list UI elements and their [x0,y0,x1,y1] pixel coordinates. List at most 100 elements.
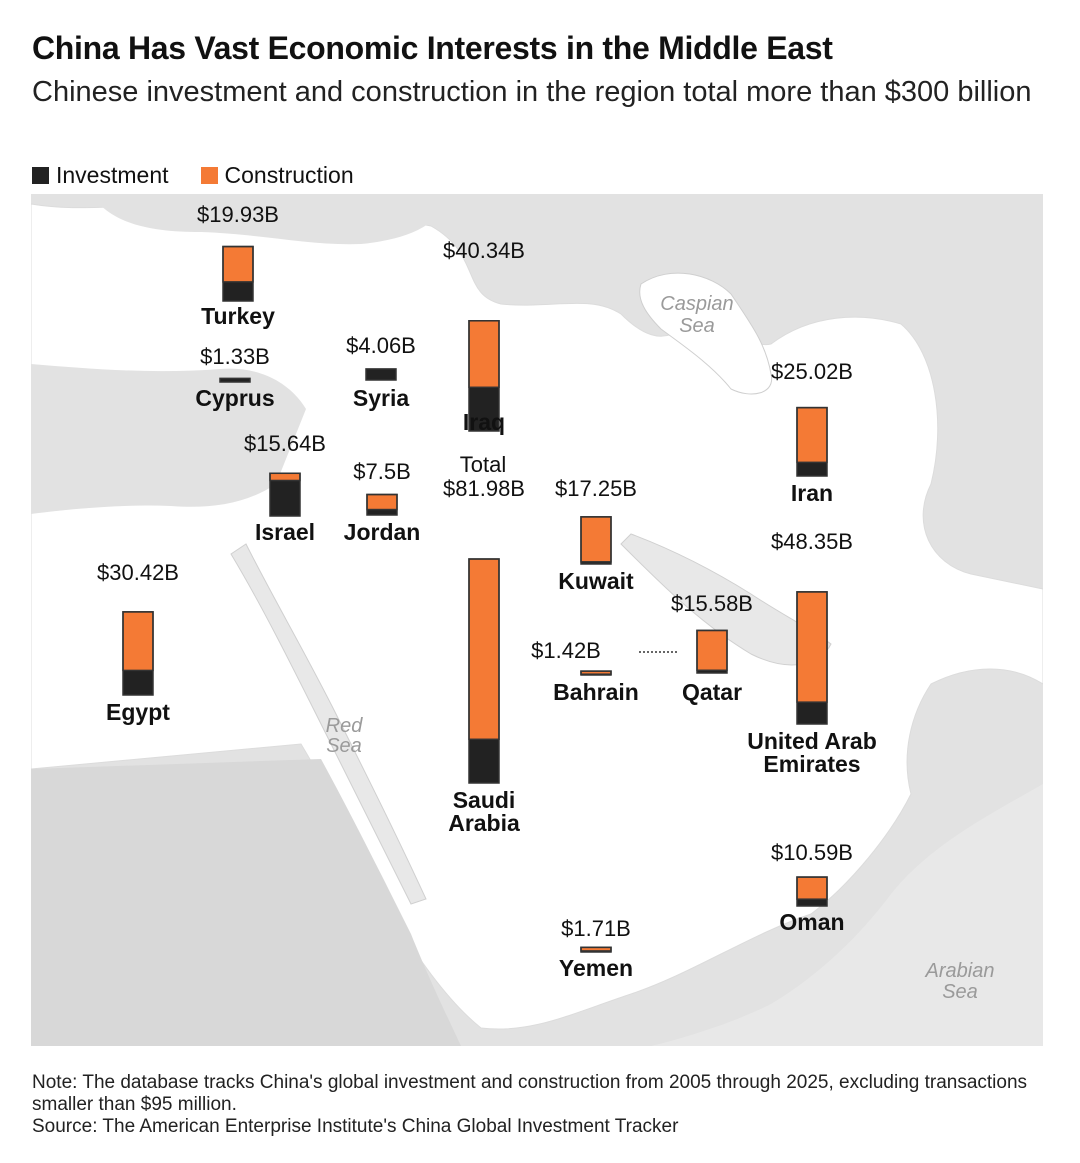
country-label-syria: Syria [353,385,409,411]
map: Caspian Sea Red Sea Arabian Sea $19.93B T… [31,194,1043,1046]
bar-segment-investment-iran [797,462,827,476]
bar-segment-investment-jordan [367,509,397,515]
bar-bahrain: $1.42B Bahrain [531,638,639,705]
bar-outline-jordan [366,493,398,516]
country-label-kuwait: Kuwait [558,568,634,594]
bar-outline-oman [796,876,828,907]
bar-segment-investment-kuwait [581,561,611,564]
bar-iraq: $40.34B Iraq [443,238,525,435]
value-label-oman: $10.59B [771,840,853,865]
red-sea-label-1: Red [326,715,364,737]
value-label-israel: $15.64B [244,431,326,456]
bar-outline-turkey [222,245,254,302]
red-sea [230,543,427,905]
value-label-united-arab-emirates: $48.35B [771,529,853,554]
legend: Investment Construction [32,162,386,189]
country-label-qatar: Qatar [682,679,742,705]
persian-gulf [620,533,832,666]
red-sea-label-2: Sea [326,735,362,757]
bar-segment-construction-saudi-arabia [468,558,500,741]
legend-swatch-investment [32,167,49,184]
bar-outline-yemen [580,946,612,953]
arabian-sea-label-1: Arabian [925,960,995,982]
bar-outline-bahrain [580,670,612,676]
bar-segment-investment-oman [797,899,827,906]
value-label-cyprus: $1.33B [200,344,270,369]
note-text: Note: The database tracks China's global… [32,1072,1028,1115]
country-label-israel: Israel [255,519,315,545]
saudi-total-word: Total [460,452,506,477]
bar-cyprus: $1.33B Cyprus [195,344,274,411]
country-label-turkey: Turkey [201,303,275,329]
bar-iran: $25.02B Iran [771,359,853,506]
bar-outline-kuwait [580,516,612,565]
bar-segment-investment-syria [366,368,396,380]
legend-label-investment: Investment [56,162,169,188]
mediterranean-sea [31,364,306,514]
bar-egypt: $30.42B Egypt [97,560,179,725]
value-label-kuwait: $17.25B [555,476,637,501]
value-label-egypt: $30.42B [97,560,179,585]
country-label-saudi-arabia: Saudi Arabia [448,787,520,836]
bar-jordan: $7.5B Jordan [344,459,421,545]
bar-segment-construction-kuwait [580,516,612,563]
bar-segment-investment-united-arab-emirates [797,702,827,724]
bar-syria: $4.06B Syria [346,333,416,411]
country-label-united-arab-emirates: United Arab Emirates [747,728,877,777]
caspian-sea-label-2: Sea [679,315,715,337]
value-label-iran: $25.02B [771,359,853,384]
bar-outline-iraq [468,320,500,432]
country-label-jordan: Jordan [344,519,421,545]
bar-segment-construction-iran [796,406,828,464]
value-label-syria: $4.06B [346,333,416,358]
bar-turkey: $19.93B Turkey [197,202,279,329]
region-africa [31,759,461,1046]
bar-segment-construction-qatar [696,629,728,672]
country-label-yemen: Yemen [559,955,633,981]
bar-segment-investment-qatar [697,670,727,673]
bar-outline-qatar [696,629,728,674]
value-label-qatar: $15.58B [671,591,753,616]
bar-segment-construction-oman [796,876,828,900]
value-label-bahrain: $1.42B [531,638,601,663]
country-label-oman: Oman [779,909,844,935]
bar-qatar: $15.58B Qatar [671,591,753,705]
bar-outline-israel [269,472,301,517]
bar-outline-cyprus [219,377,251,383]
bar-segment-construction-jordan [366,493,398,511]
bar-segment-investment-egypt [123,670,153,695]
bar-yemen: $1.71B Yemen [559,916,633,981]
country-label-bahrain: Bahrain [553,679,639,705]
arabian-sea-label-2: Sea [942,981,978,1003]
bar-saudi-arabia: $81.98B Saudi Arabia [443,476,525,836]
bar-united-arab-emirates: $48.35B United Arab Emirates [747,529,877,777]
value-label-jordan: $7.5B [353,459,411,484]
country-label-egypt: Egypt [106,699,170,725]
bar-segment-construction-turkey [222,245,254,283]
bar-israel: $15.64B Israel [244,431,326,545]
caspian-sea [639,272,773,395]
value-label-turkey: $19.93B [197,202,279,227]
bar-oman: $10.59B Oman [771,840,853,935]
legend-item-construction: Construction [200,162,354,189]
black-sea [91,194,451,245]
footnote: Note: The database tracks China's global… [32,1072,1052,1138]
bar-segment-investment-iraq [469,387,499,431]
country-label-iraq: Iraq [463,409,505,435]
bar-segment-investment-saudi-arabia [469,739,499,783]
bar-segment-construction-united-arab-emirates [796,591,828,703]
bar-outline-iran [796,406,828,477]
legend-swatch-construction [200,167,218,184]
bar-segment-construction-iraq [468,320,500,389]
bar-kuwait: $17.25B Kuwait [555,476,637,594]
bar-outline-united-arab-emirates [796,591,828,725]
bar-outline-syria [365,368,397,381]
source-text: Source: The American Enterprise Institut… [32,1116,679,1137]
legend-label-construction: Construction [224,162,354,188]
bar-segment-investment-turkey [223,281,253,301]
bar-segment-investment-israel [270,480,300,516]
bar-outline-saudi-arabia [468,558,500,784]
legend-item-investment: Investment [32,162,169,189]
chart-title: China Has Vast Economic Interests in the… [32,30,833,66]
bar-segment-investment-cyprus [220,378,250,382]
